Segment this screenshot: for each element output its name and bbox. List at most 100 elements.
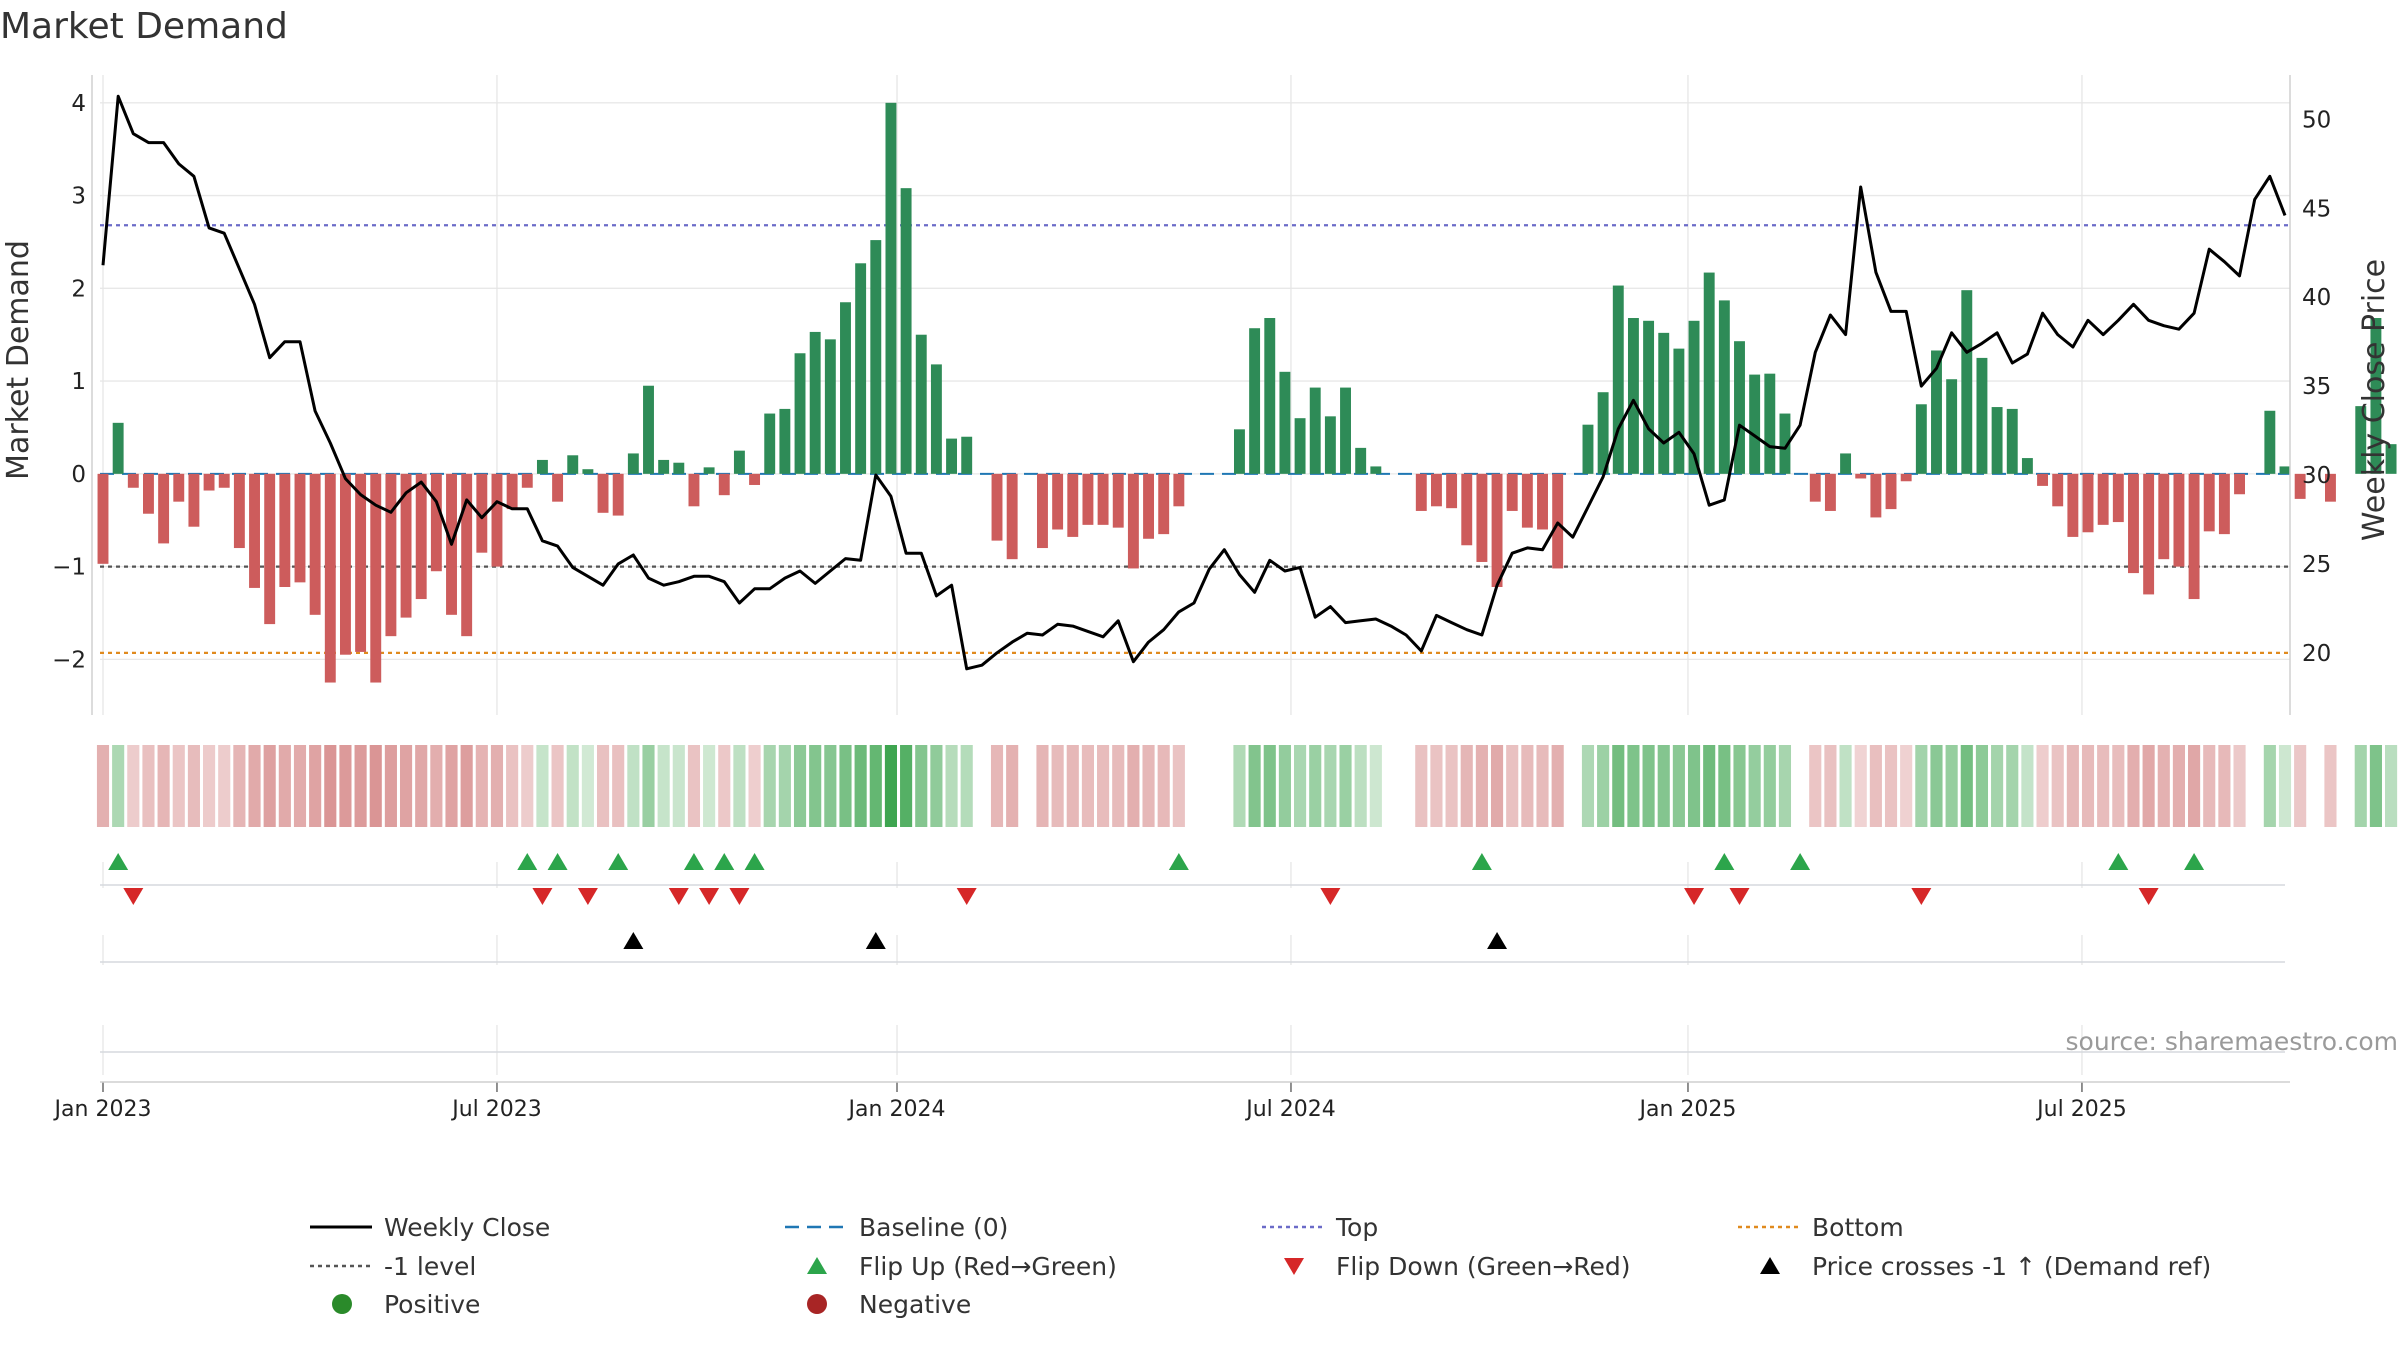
heat-cell-negative [2324,745,2337,827]
negative-demand-bar [2188,473,2200,600]
heat-cell-positive [960,745,973,827]
negative-demand-bar [2294,473,2306,499]
heat-cell-negative [1824,745,1837,827]
negative-demand-bar [1809,473,1821,502]
negative-demand-bar [1446,473,1458,509]
y-tick-label-left: 2 [71,276,86,302]
legend: Weekly Close Baseline (0) Top Bottom -1 leve… [310,1213,2211,1319]
positive-demand-bar [915,334,927,474]
heat-cell-positive [1642,745,1655,827]
positive-demand-bar [1309,387,1321,474]
heat-cell-positive [536,745,549,827]
heat-cell-positive [1733,745,1746,827]
heat-cell-positive [1687,745,1701,827]
flip-down-marker [1911,888,1932,905]
heat-cell-negative [596,745,610,827]
legend-label: Negative [859,1290,971,1319]
negative-demand-bar [279,473,291,587]
legend-swatch-circle [807,1294,827,1314]
heat-cell-positive [2369,745,2382,827]
positive-demand-bar [2355,406,2367,474]
y-tick-label-right: 30 [2302,463,2331,489]
flip-down-marker [1729,888,1750,905]
heat-cell-positive [1703,745,1716,827]
negative-demand-bar [552,473,564,502]
heat-cell-negative [2142,745,2155,827]
heat-cell-negative [1051,745,1064,827]
negative-demand-bar [2158,473,2170,560]
negative-demand-bar [1855,473,1867,479]
positive-demand-bar [1976,357,1988,474]
positive-demand-bar [2264,410,2276,474]
positive-demand-bar [1612,285,1624,474]
positive-demand-bar [1340,387,1351,474]
heat-cell-negative [96,745,110,827]
heat-cell-positive [581,745,594,827]
negative-demand-bar [400,473,412,618]
heat-cell-negative [718,745,731,827]
heat-cell-positive [2278,745,2292,827]
heat-cell-negative [1854,745,1867,827]
heat-cell-negative [2203,745,2216,827]
positive-demand-bar [900,188,912,474]
negative-demand-bar [1900,473,1912,482]
positive-demand-bar [2021,458,2033,474]
positive-demand-bar [1840,453,1852,474]
heat-cell-positive [884,745,898,827]
heat-cell-positive [869,745,882,827]
positive-demand-bar [2279,466,2291,474]
negative-demand-bar [158,473,170,544]
heat-cell-positive [945,745,958,827]
positive-demand-bar [582,469,594,474]
heat-cell-negative [293,745,307,827]
negative-demand-bar [1521,473,1533,528]
positive-demand-bar [855,263,867,474]
y-tick-label-right: 20 [2302,641,2331,667]
heat-cell-positive [1612,745,1625,827]
negative-demand-bar [2052,473,2064,507]
y-tick-label-left: 3 [71,184,86,210]
negative-demand-bar [143,473,154,514]
weekly-close-line [101,94,2287,671]
positive-demand-bar [885,102,897,474]
positive-demand-bar [1582,424,1594,474]
heat-cell-positive [1339,745,1352,827]
heat-cell-negative [2218,745,2231,827]
heat-cell-negative [384,745,397,827]
heat-cell-positive [1369,745,1382,827]
positive-demand-bar [1991,407,2003,474]
heat-cell-positive [1975,745,1989,827]
positive-demand-bar [703,467,715,474]
price-cross-marker [865,932,886,949]
negative-demand-bar [203,473,215,491]
chart-title: Market Demand [0,6,288,47]
heat-cell-negative [1506,745,1519,827]
negative-demand-bar [339,473,351,655]
y-tick-label-right: 45 [2302,196,2331,222]
negative-demand-bar [2112,473,2124,523]
heat-cell-negative [2066,745,2079,827]
y-tick-label-left: −2 [52,647,86,673]
flip-up-marker [547,853,568,870]
heat-cell-negative [1475,745,1488,827]
flip-up-marker [1714,853,1735,870]
heat-cell-positive [2385,745,2398,827]
heat-cell-positive [1627,745,1640,827]
price-cross-marker [1487,932,1508,949]
heat-cell-negative [1172,745,1185,827]
negative-demand-bar [2234,473,2245,495]
positive-demand-bar [1688,320,1700,474]
heat-cell-positive [1748,745,1761,827]
legend-label: Top [1335,1213,1378,1242]
negative-demand-bar [1082,473,1094,525]
heat-cell-negative [2112,745,2125,827]
heat-cell-negative [399,745,413,827]
flip-up-marker [744,853,765,870]
negative-demand-bar [1476,473,1488,562]
heat-cell-positive [703,745,716,827]
heat-cell-negative [1112,745,1125,827]
negative-demand-bar [2173,473,2185,567]
positive-demand-bar [1355,447,1367,474]
heat-cell-negative [551,745,564,827]
heat-cell-positive [763,745,776,827]
